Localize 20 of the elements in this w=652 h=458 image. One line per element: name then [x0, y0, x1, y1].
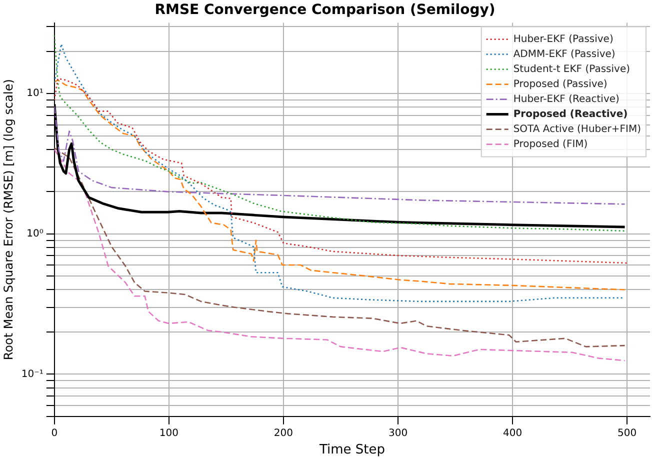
legend-label: Student-t EKF (Passive) — [513, 64, 630, 75]
y-tick-label: 10⁻¹ — [21, 368, 44, 380]
x-tick-label: 400 — [503, 428, 522, 439]
legend-label: Proposed (Reactive) — [513, 108, 628, 120]
x-tick-label: 100 — [159, 428, 178, 439]
x-axis-title: Time Step — [318, 442, 385, 458]
y-axis-title: Root Mean Square Error (RMSE) [m] (log scale) — [1, 79, 16, 360]
legend-label: Huber-EKF (Passive) — [513, 34, 614, 45]
x-tick-label: 300 — [388, 428, 408, 439]
legend-label: SOTA Active (Huber+FIM) — [513, 124, 642, 135]
legend-label: Proposed (FIM) — [513, 138, 588, 150]
legend-label: ADMM-EKF (Passive) — [513, 48, 616, 60]
x-tick-label: 0 — [51, 428, 58, 439]
legend-label: Proposed (Passive) — [513, 78, 608, 90]
y-tick-label: 10¹ — [26, 88, 44, 100]
x-tick-label: 500 — [618, 428, 637, 439]
legend-label: Huber-EKF (Reactive) — [513, 94, 620, 105]
y-tick-label: 10⁰ — [26, 228, 44, 240]
chart-title: RMSE Convergence Comparison (Semilogy) — [154, 2, 496, 18]
x-tick-label: 200 — [274, 428, 294, 439]
